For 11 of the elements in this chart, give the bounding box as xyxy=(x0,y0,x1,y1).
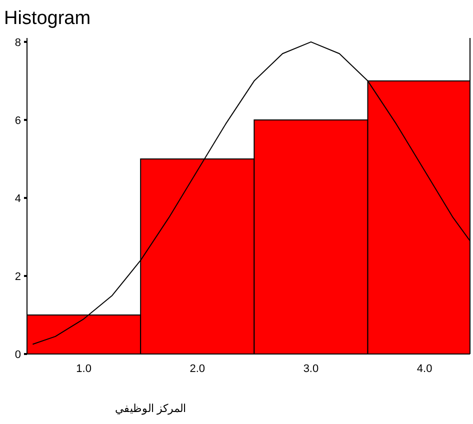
y-tick-label: 4 xyxy=(14,192,21,205)
y-tick-label: 0 xyxy=(14,349,21,361)
y-tick-label: 6 xyxy=(14,114,21,127)
x-tick-label: 1.0 xyxy=(76,363,92,375)
y-tick-label: 8 xyxy=(14,36,21,49)
x-tick-label: 2.0 xyxy=(190,363,206,375)
x-tick-label: 3.0 xyxy=(303,363,319,375)
x-tick-label: 4.0 xyxy=(416,363,432,375)
chart-title: Histogram xyxy=(4,8,91,29)
x-axis-title: المركز الوظيفي xyxy=(115,403,186,415)
y-tick-label: 2 xyxy=(14,270,21,283)
